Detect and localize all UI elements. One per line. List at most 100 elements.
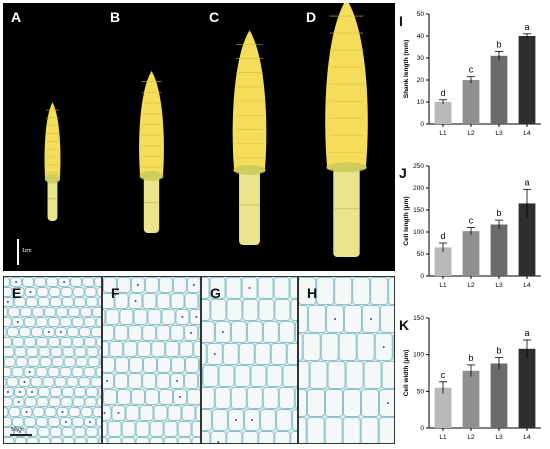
cell — [43, 307, 56, 317]
cell — [72, 287, 85, 297]
cell — [103, 389, 118, 405]
x-tick-label: L2 — [467, 130, 475, 137]
cell — [72, 337, 85, 347]
cell — [36, 337, 49, 347]
y-tick-label: 150 — [413, 315, 424, 322]
nucleus — [221, 331, 224, 333]
nucleus — [88, 421, 91, 423]
significance-letter: b — [468, 353, 473, 363]
nucleus — [251, 419, 254, 421]
cell — [270, 343, 287, 365]
cell — [85, 387, 98, 397]
cell — [116, 277, 131, 293]
cell — [214, 387, 231, 409]
cell — [6, 327, 19, 337]
ear-drawing-d — [325, 3, 368, 257]
cell — [74, 347, 87, 357]
cell — [172, 277, 187, 293]
cell — [242, 431, 259, 443]
cell — [289, 277, 297, 299]
cell — [107, 437, 122, 443]
cell — [115, 357, 130, 373]
nucleus — [59, 331, 62, 333]
photo-panel-a: A 1cm — [3, 3, 102, 271]
cell — [324, 417, 343, 443]
cell — [128, 325, 143, 341]
cell — [299, 277, 317, 305]
cell — [72, 397, 85, 407]
cell — [191, 421, 200, 437]
cell — [189, 309, 200, 325]
micrograph-panel-e: E 50μm — [3, 276, 102, 444]
photo-panel-d: D — [298, 3, 395, 271]
cell — [135, 421, 150, 437]
cell — [325, 389, 344, 417]
y-tick-label: 150 — [413, 207, 424, 214]
cell — [79, 307, 92, 317]
bar-l1 — [434, 102, 452, 124]
cell — [210, 431, 227, 443]
cell — [24, 337, 37, 347]
cell — [274, 299, 291, 321]
cell — [98, 347, 101, 357]
cell — [22, 277, 35, 287]
cell — [156, 293, 171, 309]
corn-ear — [325, 3, 368, 170]
cell — [139, 405, 154, 421]
nucleus — [103, 412, 106, 414]
cell — [187, 389, 200, 405]
cell — [306, 417, 325, 443]
cell — [381, 361, 394, 389]
cell — [119, 309, 134, 325]
significance-letter: b — [496, 346, 501, 356]
cell — [73, 427, 86, 437]
micrograph-panel-h: H — [298, 276, 395, 444]
panel-label-i: I — [399, 13, 403, 29]
cell — [334, 277, 353, 305]
cell — [299, 361, 310, 389]
cell — [230, 387, 247, 409]
nucleus — [382, 346, 385, 348]
cell — [26, 437, 39, 443]
y-tick-label: 0 — [420, 425, 424, 432]
cell — [47, 367, 60, 377]
panel-label-c: C — [209, 9, 220, 25]
cell — [103, 341, 110, 357]
cell — [14, 347, 27, 357]
cell — [273, 277, 290, 299]
bar-l1 — [434, 387, 452, 428]
nucleus — [17, 401, 20, 403]
bar-l3 — [490, 55, 508, 124]
cell — [226, 431, 243, 443]
cell — [356, 333, 375, 361]
y-tick-label: 40 — [417, 33, 425, 40]
cell — [61, 427, 74, 437]
cell — [242, 299, 259, 321]
cell — [278, 387, 295, 409]
cell — [114, 325, 129, 341]
cell — [37, 427, 50, 437]
x-tick-label: L2 — [467, 434, 475, 441]
cell — [302, 333, 321, 361]
cell — [90, 377, 101, 387]
cell — [352, 277, 371, 305]
cell — [26, 347, 39, 357]
cell — [15, 357, 28, 367]
cell — [23, 417, 36, 427]
cell — [234, 365, 251, 387]
cell — [345, 361, 364, 389]
bar-l1 — [434, 247, 452, 276]
cell — [12, 287, 25, 297]
cell — [226, 299, 243, 321]
cell — [103, 421, 108, 437]
y-tick-label: 250 — [413, 163, 424, 170]
nucleus — [179, 396, 182, 398]
nucleus — [117, 412, 120, 414]
panel-label-g: G — [210, 285, 221, 301]
cell — [202, 365, 219, 387]
cell — [202, 409, 213, 431]
chart-j: J Cell length (μm) 0 50 100 150 200 250 d L1 c L2 b L… — [399, 163, 541, 289]
cell — [128, 373, 143, 389]
cell — [30, 377, 43, 387]
cell — [103, 293, 115, 309]
